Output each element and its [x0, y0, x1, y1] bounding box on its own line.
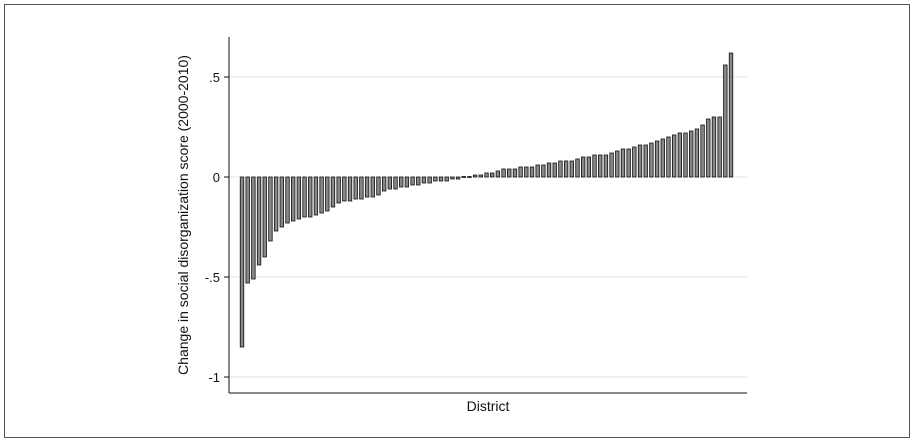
bar — [581, 156, 586, 178]
bar — [700, 124, 705, 178]
bar — [330, 176, 336, 208]
bar — [319, 176, 324, 214]
bar-chart: .5 0 -.5 -1 District Change in social disor… — [175, 37, 747, 414]
bar — [262, 176, 267, 258]
bar — [285, 176, 290, 224]
bar — [484, 172, 489, 178]
bar — [313, 176, 319, 216]
bar — [598, 154, 603, 178]
bar — [404, 176, 410, 188]
bar — [416, 176, 421, 186]
y-tick-label: -.5 — [205, 270, 220, 285]
bar — [723, 64, 728, 178]
y-axis-title: Change in social disorganization score (… — [175, 55, 191, 375]
y-tick-label: 0 — [213, 170, 220, 185]
bar — [256, 176, 262, 266]
bar — [251, 176, 256, 280]
bar — [671, 134, 677, 178]
bar — [615, 150, 620, 178]
bar — [450, 176, 455, 180]
bar — [279, 176, 284, 228]
bar — [586, 156, 592, 178]
bar — [626, 148, 631, 178]
bar — [268, 176, 273, 242]
bar — [728, 52, 734, 178]
bar — [535, 164, 540, 178]
bar — [632, 146, 637, 178]
gridlines — [229, 76, 747, 378]
bar — [689, 130, 694, 178]
bar — [524, 166, 529, 178]
bar — [558, 160, 563, 178]
bar — [706, 118, 711, 178]
bar — [342, 176, 347, 202]
bar — [325, 176, 330, 212]
axes — [228, 37, 747, 394]
bar — [455, 176, 461, 180]
y-tick-label: -1 — [208, 370, 220, 385]
bar — [393, 176, 398, 190]
bar — [427, 176, 432, 184]
bar — [302, 176, 307, 218]
y-tick-label: .5 — [209, 70, 220, 85]
bar — [649, 142, 654, 178]
bar — [421, 176, 427, 184]
bar — [518, 166, 523, 178]
bar — [308, 176, 313, 218]
y-ticks: .5 0 -.5 -1 — [205, 70, 229, 385]
bar — [620, 148, 626, 178]
bar — [381, 176, 387, 192]
bar — [609, 152, 614, 178]
bar — [495, 170, 501, 178]
bar — [660, 138, 665, 178]
bar — [694, 128, 700, 178]
bar — [569, 160, 574, 178]
bar — [507, 168, 512, 178]
bar — [654, 140, 660, 178]
bar — [501, 168, 506, 178]
bar — [359, 176, 364, 200]
bar — [541, 164, 546, 178]
bar — [444, 176, 449, 182]
figure-frame: .5 0 -.5 -1 District Change in social disor… — [4, 4, 910, 438]
bar — [563, 160, 569, 178]
bar — [643, 144, 648, 178]
bar — [376, 176, 381, 196]
bar — [711, 116, 717, 178]
bar — [291, 176, 296, 222]
bar — [512, 168, 518, 178]
bar — [575, 158, 580, 178]
bar — [336, 176, 341, 204]
bar — [273, 176, 279, 232]
bar — [478, 174, 483, 178]
bar — [592, 154, 597, 178]
bar — [433, 176, 438, 182]
bar — [438, 176, 444, 182]
bar — [296, 176, 302, 220]
bar — [467, 176, 472, 178]
bars — [239, 52, 734, 348]
bar — [347, 176, 353, 202]
bar — [370, 176, 375, 198]
bar — [637, 144, 643, 178]
bar — [410, 176, 415, 186]
bar — [472, 174, 478, 178]
bar — [666, 136, 671, 178]
bar — [490, 172, 495, 178]
bar — [245, 176, 250, 284]
bar — [353, 176, 358, 200]
bar — [717, 116, 722, 178]
bar — [461, 176, 466, 178]
bar — [546, 162, 552, 178]
bar — [677, 132, 682, 178]
bar — [683, 132, 688, 178]
bar — [387, 176, 393, 190]
x-axis-title: District — [467, 398, 510, 414]
bar — [239, 176, 245, 348]
bar — [364, 176, 370, 198]
bar — [399, 176, 404, 188]
bar — [552, 162, 557, 178]
bar — [603, 154, 609, 178]
bar — [529, 166, 535, 178]
